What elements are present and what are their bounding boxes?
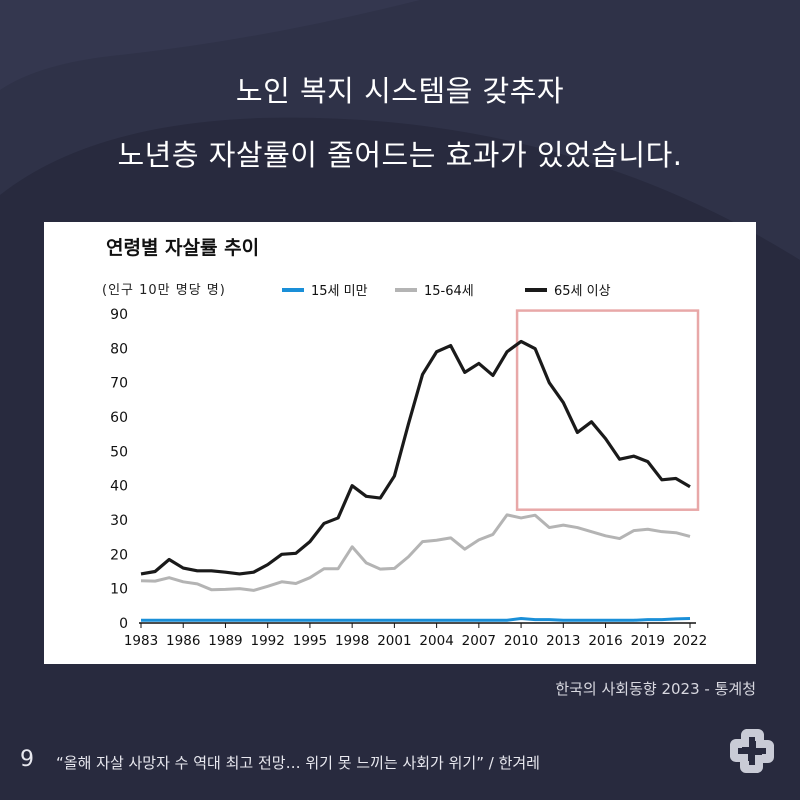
y-tick-label: 20: [110, 547, 128, 563]
x-tick-label: 2007: [462, 633, 496, 649]
legend-label: 65세 이상: [554, 284, 611, 299]
chart-subtitle: (인구 10만 명당 명): [102, 283, 226, 298]
y-tick-label: 10: [110, 582, 128, 598]
x-tick-label: 1983: [124, 633, 158, 649]
chart-legend: 15세 미만 15-64세 65세 이상: [282, 284, 611, 299]
x-axis-ticks: 1983 1986 1989 1992 1995 1998 2001 2004 2007 2010…: [124, 623, 707, 649]
x-tick-label: 1986: [166, 633, 200, 649]
x-tick-label: 2010: [504, 633, 538, 649]
line-15-64: [140, 513, 691, 592]
y-tick-label: 0: [119, 616, 128, 632]
source-caption: 한국의 사회동향 2023 - 통계청: [555, 680, 756, 698]
x-tick-label: 1992: [251, 633, 285, 649]
y-tick-label: 50: [110, 444, 128, 460]
line-65plus: [140, 339, 691, 576]
page-number: 9: [20, 747, 34, 772]
series-lines: [140, 339, 691, 622]
footnote-citation: “올해 자살 사망자 수 역대 최고 전망… 위기 못 느끼는 사회가 위기” …: [56, 754, 540, 772]
y-tick-label: 60: [110, 410, 128, 426]
x-tick-label: 1989: [208, 633, 242, 649]
x-tick-label: 2004: [419, 633, 453, 649]
x-tick-label: 2022: [673, 633, 707, 649]
brand-logo-icon: [730, 729, 774, 773]
x-tick-label: 1995: [293, 633, 327, 649]
y-tick-label: 70: [110, 376, 128, 392]
y-axis-ticks: 0 10 20 30 40 50 60 70 80 90: [110, 307, 696, 632]
y-tick-label: 80: [110, 341, 128, 357]
y-tick-label: 30: [110, 513, 128, 529]
legend-label: 15-64세: [424, 284, 474, 299]
chart-title: 연령별 자살률 추이: [106, 237, 259, 259]
suicide-rate-chart: 연령별 자살률 추이 (인구 10만 명당 명) 15세 미만 15-64세 65세…: [102, 237, 707, 649]
x-tick-label: 2013: [546, 633, 580, 649]
y-tick-label: 40: [110, 479, 128, 495]
headline-line-1: 노인 복지 시스템을 갖추자: [235, 74, 565, 108]
y-tick-label: 90: [110, 307, 128, 323]
x-tick-label: 2019: [631, 633, 665, 649]
highlight-box: [515, 309, 700, 511]
chart-card: 연령별 자살률 추이 (인구 10만 명당 명) 15세 미만 15-64세 65세…: [44, 222, 756, 664]
x-tick-label: 1998: [335, 633, 369, 649]
legend-label: 15세 미만: [311, 284, 368, 299]
x-tick-label: 2016: [588, 633, 622, 649]
headline-line-2: 노년층 자살률이 줄어드는 효과가 있었습니다.: [117, 138, 683, 172]
x-tick-label: 2001: [377, 633, 411, 649]
line-under15: [141, 617, 691, 622]
